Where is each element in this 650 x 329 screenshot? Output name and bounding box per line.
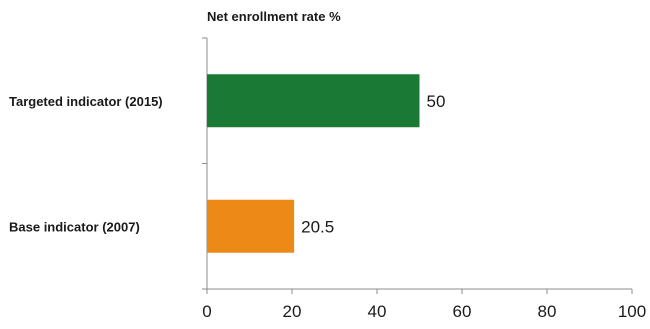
category-label: Targeted indicator (2015) [9,94,163,109]
chart-title: Net enrollment rate % [207,9,341,24]
x-tick-label: 80 [538,302,557,321]
bar [207,199,295,253]
x-tick-label: 40 [368,302,387,321]
data-label: 50 [427,92,446,111]
data-label: 20.5 [301,217,334,236]
x-tick-label: 0 [202,302,211,321]
x-tick-label: 20 [283,302,302,321]
category-label: Base indicator (2007) [9,219,140,234]
bar [207,74,420,128]
x-tick-label: 100 [618,302,646,321]
x-tick-label: 60 [453,302,472,321]
